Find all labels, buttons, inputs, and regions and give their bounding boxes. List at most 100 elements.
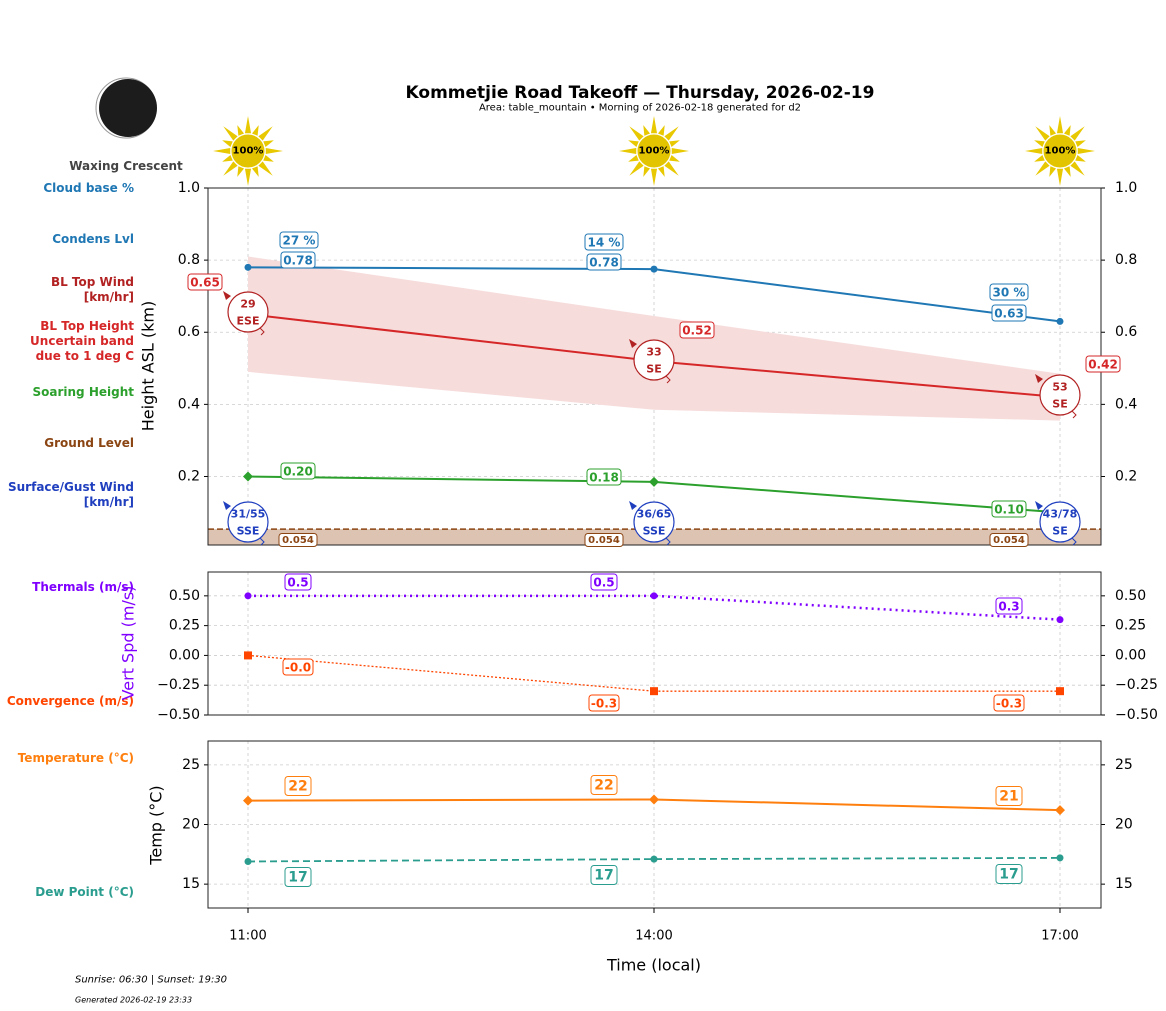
ground-level-label: 0.054 [989, 533, 1029, 547]
wind-direction: SE [646, 363, 661, 376]
wind-arrow-icon [629, 339, 637, 348]
generated-timestamp: Generated 2026-02-19 23:33 [75, 996, 192, 1005]
convergence-point [650, 687, 658, 696]
x-tick-label: 17:00 [1041, 929, 1078, 944]
temperature-label-box [995, 786, 1023, 806]
condens-lvl-label-text: 0.63 [994, 307, 1024, 321]
cloud-base-pct-label: 14 % [584, 233, 624, 251]
y-tick-label-left: −0.50 [157, 707, 200, 723]
y-tick-label-left: 0.6 [178, 324, 200, 340]
soaring-label-text: 0.20 [283, 465, 313, 479]
bl-uncertainty-band [248, 256, 1060, 421]
y-tick-label-left: 0.00 [169, 647, 200, 663]
bl-top-label-text: 0.42 [1088, 358, 1118, 372]
legend-bl-height: Uncertain band [30, 334, 134, 348]
cloud-base-pct-label-text: 30 % [993, 286, 1026, 300]
dewpoint-label-box [995, 864, 1023, 884]
y-tick-label-right: 0.8 [1115, 252, 1137, 268]
legend-condens: Condens Lvl [52, 232, 134, 246]
soaring-label-box [991, 500, 1027, 518]
y-tick-label-left: 20 [182, 817, 200, 833]
y-tick-label-left: 1.0 [178, 180, 200, 196]
y-tick-label-right: 0.2 [1115, 468, 1137, 484]
condens-lvl-point [1056, 317, 1064, 325]
y-tick-label-right: 1.0 [1115, 180, 1137, 196]
legend-temperature: Temperature (°C) [18, 751, 134, 765]
condens-lvl-label-text: 0.78 [589, 256, 619, 270]
cloud-base-pct-label-box [584, 233, 624, 251]
dewpoint-label-text: 17 [288, 870, 307, 886]
bl-top-label: 0.65 [187, 273, 223, 291]
temperature-point [243, 795, 253, 806]
y-tick-label-right: 15 [1115, 876, 1133, 892]
bl-top-label-box [679, 321, 715, 339]
legend-soaring: Soaring Height [33, 385, 135, 399]
dewpoint-point [650, 855, 658, 863]
y-tick-label-left: 0.50 [169, 588, 200, 604]
dewpoint-point [1056, 854, 1064, 862]
sun-icon: 100% [213, 116, 283, 186]
convergence-label-box [588, 694, 620, 712]
y-axis-label: Height ASL (km) [139, 301, 158, 431]
thermals-label-text: 0.5 [593, 576, 614, 590]
convergence-label: -0.3 [993, 694, 1025, 712]
y-tick-label-right: 25 [1115, 757, 1133, 773]
chart-title: Kommetjie Road Takeoff — Thursday, 2026-… [406, 83, 875, 103]
condens-lvl-label: 0.78 [280, 251, 316, 269]
legend-convergence: Convergence (m/s) [7, 694, 134, 708]
convergence-label: -0.3 [588, 694, 620, 712]
wind-arrow-icon [1035, 374, 1043, 383]
ground-level-label-text: 0.054 [993, 535, 1025, 546]
thermals-point [650, 592, 658, 600]
thermals-point [1056, 616, 1064, 624]
surface-wind-marker: 43/78 SE [1035, 501, 1081, 546]
condens-lvl-point [650, 265, 658, 273]
wind-speed: 36/65 [637, 508, 672, 521]
convergence-label: -0.0 [282, 658, 314, 676]
thermals-label: 0.3 [995, 597, 1023, 615]
legend-bl-height: due to 1 deg C [36, 349, 135, 363]
wind-direction: SSE [237, 525, 260, 538]
bl-wind-marker: 29 ESE [223, 291, 269, 336]
y-tick-label-right: −0.50 [1115, 707, 1158, 723]
wind-speed: 53 [1052, 381, 1067, 394]
soaring-label: 0.10 [991, 500, 1027, 518]
condens-lvl-label: 0.63 [991, 304, 1027, 322]
thermals-label-box [284, 573, 312, 591]
legend-cloud-base: Cloud base % [43, 181, 134, 195]
x-tick-label: 14:00 [635, 929, 672, 944]
temperature-point [1055, 805, 1065, 816]
condens-lvl-label-text: 0.78 [283, 254, 313, 268]
soaring-label-text: 0.18 [589, 471, 619, 485]
sun-cloud-pct: 100% [233, 146, 264, 157]
condens-lvl-point [244, 263, 252, 271]
cloud-base-pct-label-box [989, 283, 1029, 301]
temperature-label-box [284, 776, 312, 796]
ground-level-label-box [584, 533, 624, 547]
legend-ground: Ground Level [44, 436, 134, 450]
sun-cloud-pct: 100% [1045, 146, 1076, 157]
soaring-label-box [586, 468, 622, 486]
axes-frame [207, 571, 1102, 716]
dewpoint-label: 17 [590, 865, 618, 885]
bl-top-label-box [1085, 355, 1121, 373]
wind-speed: 33 [646, 346, 661, 359]
legend-thermals: Thermals (m/s) [32, 580, 134, 594]
legend-surface-wind: Surface/Gust Wind [8, 480, 134, 494]
soaring-label-text: 0.10 [994, 503, 1024, 517]
bl-top-label-box [187, 273, 223, 291]
ground-level-label: 0.054 [584, 533, 624, 547]
surface-wind-marker: 36/65 SSE [629, 501, 675, 546]
temperature-label-text: 21 [999, 789, 1018, 805]
y-tick-label-left: −0.25 [157, 677, 200, 693]
wind-speed: 29 [240, 298, 255, 311]
temperature-label: 22 [590, 775, 618, 795]
bl-wind-marker: 53 SE [1035, 374, 1081, 419]
y-tick-label-left: 0.4 [178, 396, 200, 412]
convergence-label-box [993, 694, 1025, 712]
dewpoint-point [244, 857, 252, 865]
temperature-point [649, 794, 659, 805]
y-tick-label-right: −0.25 [1115, 677, 1158, 693]
cloud-base-pct-label: 27 % [279, 231, 319, 249]
legend-surface-wind-unit: [km/hr] [84, 495, 134, 509]
